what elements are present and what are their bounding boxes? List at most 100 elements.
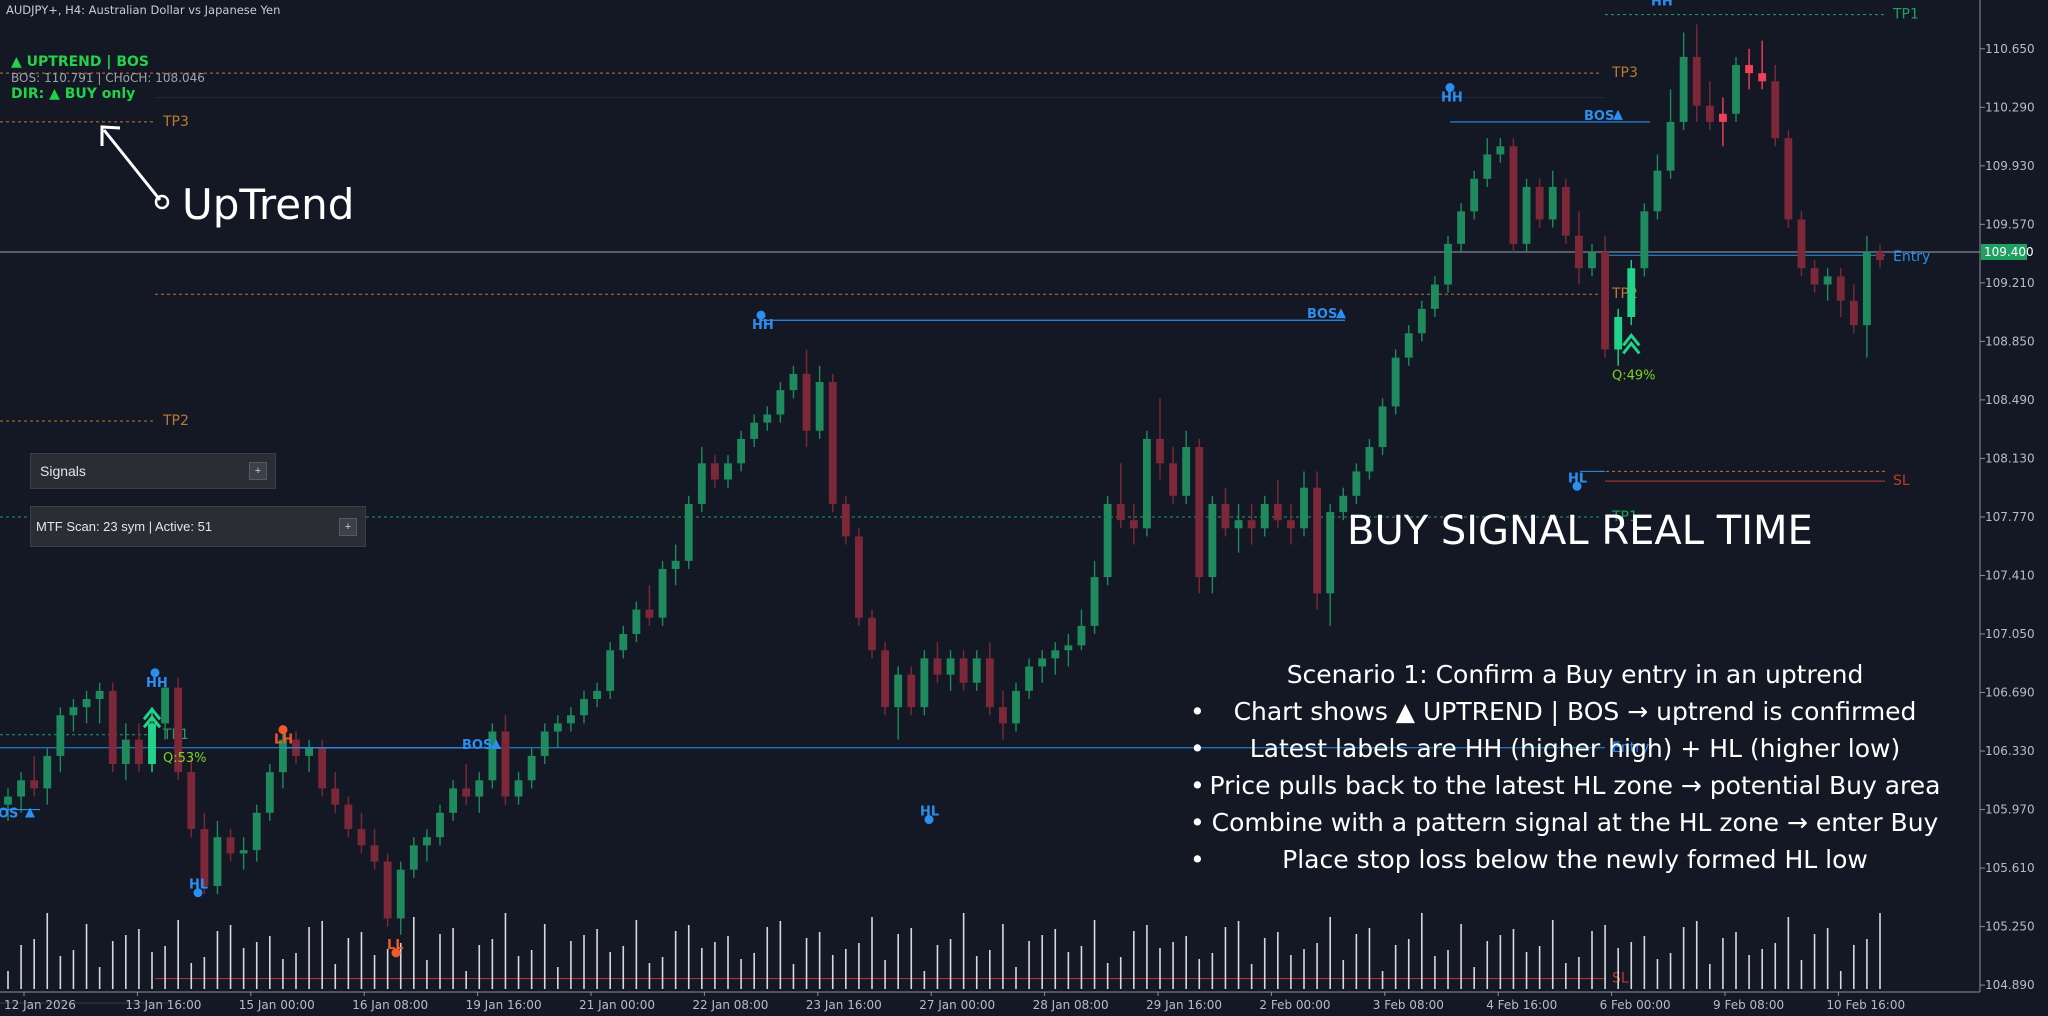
candle-body (1758, 73, 1767, 82)
candle-body (1286, 520, 1295, 529)
candle-body (841, 503, 850, 537)
candle-body (1745, 65, 1754, 74)
candle-body (1535, 186, 1544, 220)
signals-expand-button[interactable]: + (249, 462, 267, 480)
candle-body (737, 438, 746, 464)
tp3-label-left: TP3 (162, 114, 189, 130)
candle-body (200, 829, 209, 886)
candle-body (1470, 178, 1479, 212)
price-tick-label: 109.930 (1985, 159, 2035, 173)
structure-label: BOS (1307, 307, 1337, 322)
candle-body (95, 690, 104, 700)
candle-body (1496, 146, 1505, 155)
tp1-label-right: TP1 (1892, 7, 1919, 23)
structure-label: HL (920, 805, 939, 820)
scenario-point: Latest labels are HH (higher high) + HL … (1180, 730, 1970, 767)
candle-body (789, 373, 798, 391)
candle-body (1116, 503, 1125, 521)
price-tick-label: 107.770 (1985, 510, 2035, 524)
candle-body (1797, 219, 1806, 269)
candle-body (239, 850, 248, 854)
candle-body (318, 747, 327, 789)
price-tick-label: 109.570 (1985, 217, 2035, 231)
sl-label-left: SL (1612, 971, 1629, 987)
entry-label: Entry (1893, 249, 1930, 265)
time-tick-label: 16 Jan 08:00 (352, 998, 428, 1012)
scenario-title: Scenario 1: Confirm a Buy entry in an up… (1286, 660, 1864, 689)
bos-triangle (25, 807, 35, 818)
candle-body (409, 845, 418, 870)
structure-label: HH (1651, 0, 1673, 10)
candle-body (1182, 447, 1191, 496)
bos-triangle (1336, 308, 1346, 319)
structure-label: HH (752, 318, 774, 333)
price-tick-label: 105.250 (1985, 920, 2035, 934)
candle-body (174, 687, 183, 773)
candle-body (1156, 438, 1164, 464)
candle-body (1679, 56, 1688, 122)
time-tick-label: 27 Jan 00:00 (919, 998, 995, 1012)
candle-body (475, 780, 484, 797)
signal-quality-right: Q:49% (1612, 369, 1656, 384)
candle-body (1273, 503, 1282, 521)
candle-body (1169, 463, 1178, 496)
candle-body (514, 780, 523, 797)
structure-dot (924, 815, 934, 825)
candle-body (436, 812, 444, 838)
candle-body (148, 723, 156, 765)
candle-body (1509, 146, 1518, 244)
structure-levels: BOS: 110.791 | CHoCH: 108.046 (11, 71, 205, 85)
time-tick-label: 4 Feb 16:00 (1486, 998, 1557, 1012)
candle-body (1300, 487, 1308, 529)
candle-body (1627, 268, 1636, 317)
price-tick-label: 105.970 (1985, 803, 2035, 817)
candle-body (1483, 154, 1492, 179)
candle-body (1077, 625, 1086, 646)
mtf-expand-button[interactable]: + (339, 517, 357, 536)
scenario-point: Chart shows ▲ UPTREND | BOS → uptrend is… (1180, 693, 1970, 730)
candle-body (920, 658, 929, 708)
candle-body (488, 731, 497, 781)
scenario-point: Price pulls back to the latest HL zone →… (1180, 767, 1970, 804)
structure-label: HL (1568, 471, 1587, 486)
price-tick-label: 105.610 (1985, 861, 2035, 875)
time-tick-label: 13 Jan 16:00 (125, 998, 201, 1012)
price-tick-label: 104.890 (1985, 978, 2035, 992)
candle-body (553, 723, 562, 732)
candle-body (43, 755, 52, 789)
candle-body (1260, 503, 1269, 529)
candle-body (1012, 690, 1020, 724)
structure-label: HL (189, 878, 208, 893)
candle-body (1718, 113, 1727, 122)
time-tick-label: 6 Feb 00:00 (1600, 998, 1671, 1012)
candle-body (1614, 316, 1623, 350)
candle-body (1823, 276, 1832, 285)
scenario-list: Chart shows ▲ UPTREND | BOS → uptrend is… (1180, 693, 1970, 878)
candle-body (1352, 471, 1361, 496)
candle-body (1457, 211, 1466, 244)
candle-body (894, 674, 903, 708)
bos-triangle (1613, 109, 1623, 120)
direction-status: DIR: ▲ BUY only (11, 86, 136, 102)
window-title: AUDJPY+, H4: Australian Dollar vs Japane… (6, 3, 281, 17)
mtf-scan-panel[interactable]: MTF Scan: 23 sym | Active: 51 + (30, 506, 366, 547)
price-axis: 110.650 110.290 109.930 109.570 109.210 108.8… (1979, 0, 2035, 992)
candle-body (593, 690, 602, 700)
tp2-label-left: TP2 (162, 413, 189, 429)
candle-body (4, 796, 12, 805)
candle-body (776, 390, 785, 415)
candle-body (344, 804, 353, 830)
price-tick-label: 107.050 (1985, 627, 2035, 641)
time-tick-label: 15 Jan 00:00 (239, 998, 315, 1012)
signal-quality-left: Q:53% (163, 751, 207, 766)
uptrend-annotation: UpTrend (182, 180, 355, 229)
structure-label: BOS (462, 738, 492, 753)
candle-body (724, 463, 732, 480)
signals-panel[interactable]: Signals + (30, 453, 276, 489)
candle-body (449, 788, 458, 813)
time-tick-label: 29 Jan 16:00 (1146, 998, 1222, 1012)
candles (4, 24, 1884, 935)
candle-body (1876, 251, 1884, 261)
candle-body (998, 707, 1007, 724)
buy-signal-headline: BUY SIGNAL REAL TIME (1347, 508, 1813, 554)
